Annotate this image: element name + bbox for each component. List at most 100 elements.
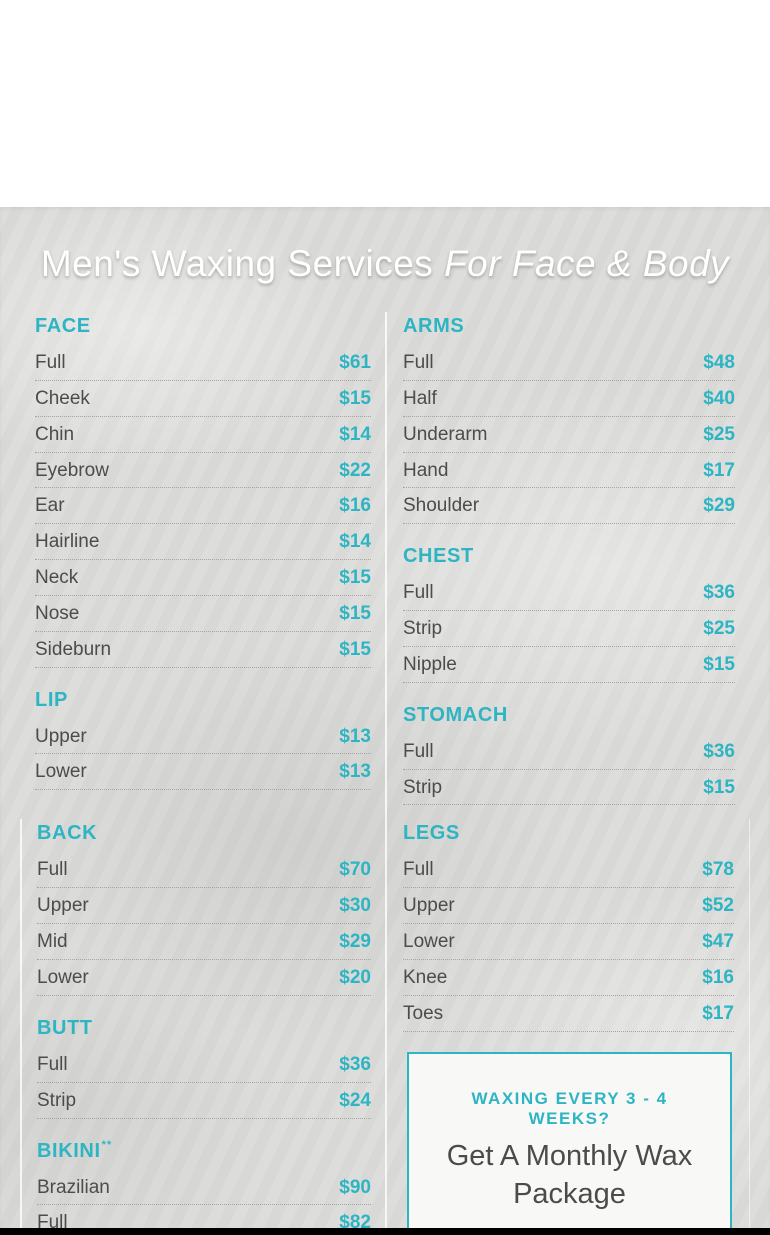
item-name: Strip bbox=[37, 1089, 77, 1111]
item-price: $24 bbox=[339, 1089, 371, 1111]
price-row: Full $70 bbox=[37, 852, 371, 889]
item-name: Upper bbox=[403, 895, 455, 917]
item-name: Toes bbox=[403, 1002, 444, 1024]
price-row: Strip $24 bbox=[37, 1083, 371, 1119]
menu-column-bottom-left: BACK Full $70 Upper $30 Mid $29 Lower $20 BUTT Ful… bbox=[20, 819, 385, 1235]
menu-row-bottom: BACK Full $70 Upper $30 Mid $29 Lower $20 BUTT Ful… bbox=[20, 819, 750, 1235]
price-row: Neck $15 bbox=[35, 560, 371, 596]
menu-section: LEGS Full $78 Upper $52 Lower $47 Knee $16 Toes $1… bbox=[403, 821, 734, 1032]
price-row: Underarm $25 bbox=[403, 417, 735, 453]
item-price: $15 bbox=[339, 387, 371, 409]
item-name: Lower bbox=[403, 931, 455, 953]
item-name: Cheek bbox=[35, 387, 90, 409]
section-title: LEGS bbox=[403, 822, 460, 845]
item-name: Nose bbox=[35, 602, 80, 624]
promo-eyebrow-text: WAXING EVERY 3 - 4 WEEKS? bbox=[471, 1088, 668, 1129]
menu-section: FACE Full $61 Cheek $15 Chin $14 Eyebrow $22 Ear $… bbox=[35, 314, 371, 668]
menu-column-bottom-right: LEGS Full $78 Upper $52 Lower $47 Knee $16 Toes $1… bbox=[385, 819, 750, 1235]
price-menu: FACE Full $61 Cheek $15 Chin $14 Eyebrow $22 Ear $… bbox=[20, 312, 750, 1235]
menu-section: BACK Full $70 Upper $30 Mid $29 Lower $20 bbox=[37, 821, 371, 996]
item-price: $29 bbox=[339, 931, 371, 953]
item-name: Brazilian bbox=[37, 1176, 110, 1198]
price-row: Lower $20 bbox=[37, 960, 371, 996]
item-price: $22 bbox=[339, 459, 371, 481]
price-row: Upper $52 bbox=[403, 888, 734, 925]
item-name: Lower bbox=[35, 761, 87, 783]
price-row: Upper $13 bbox=[35, 719, 371, 755]
item-name: Full bbox=[37, 859, 68, 881]
item-price: $17 bbox=[702, 1002, 734, 1024]
price-row: Full $36 bbox=[37, 1047, 371, 1083]
price-row: Full $48 bbox=[403, 345, 735, 381]
page-title-regular: Men's Waxing Services bbox=[40, 243, 434, 284]
item-name: Knee bbox=[403, 966, 448, 988]
price-row: Cheek $15 bbox=[35, 381, 371, 417]
item-price: $13 bbox=[339, 725, 371, 747]
section-title: BUTT bbox=[37, 1016, 93, 1039]
item-name: Full bbox=[403, 352, 434, 373]
item-name: Half bbox=[403, 387, 437, 409]
price-row: Nipple $15 bbox=[403, 647, 735, 683]
item-price: $48 bbox=[703, 352, 735, 373]
price-row: Hand $17 bbox=[403, 453, 735, 489]
item-price: $17 bbox=[703, 459, 735, 481]
page-title: Men's Waxing Services For Face & Body bbox=[0, 207, 770, 285]
price-row: Full $78 bbox=[403, 852, 734, 889]
price-row: Knee $16 bbox=[403, 960, 734, 996]
price-row: Lower $13 bbox=[35, 754, 371, 791]
price-row: Full $36 bbox=[403, 575, 735, 612]
promo-heading: Get A Monthly Wax Package bbox=[446, 1140, 693, 1211]
item-name: Upper bbox=[35, 725, 87, 747]
item-price: $15 bbox=[339, 638, 371, 660]
page-title-italic: For Face & Body bbox=[444, 243, 730, 284]
item-price: $14 bbox=[339, 423, 371, 445]
menu-column-top-left: FACE Full $61 Cheek $15 Chin $14 Eyebrow $22 Ear $… bbox=[20, 312, 385, 819]
item-price: $25 bbox=[703, 618, 735, 640]
item-name: Hairline bbox=[35, 531, 100, 553]
item-name: Sideburn bbox=[35, 638, 112, 660]
item-price: $29 bbox=[703, 495, 735, 517]
price-row: Eyebrow $22 bbox=[35, 453, 371, 489]
price-row: Ear $16 bbox=[35, 488, 371, 525]
item-price: $15 bbox=[703, 776, 735, 798]
price-row: Lower $47 bbox=[403, 924, 734, 960]
section-title: ARMS bbox=[403, 315, 465, 337]
item-price: $90 bbox=[339, 1176, 371, 1198]
price-row: Shoulder $29 bbox=[403, 488, 735, 525]
price-row: Strip $25 bbox=[403, 611, 735, 647]
item-name: Nipple bbox=[403, 653, 457, 675]
item-price: $70 bbox=[339, 859, 371, 881]
item-name: Shoulder bbox=[403, 495, 480, 517]
item-name: Full bbox=[403, 582, 434, 604]
section-title: BIKINI** bbox=[37, 1138, 113, 1162]
price-row: Full $61 bbox=[35, 345, 371, 381]
price-row: Sideburn $15 bbox=[35, 632, 371, 668]
item-price: $20 bbox=[339, 966, 371, 988]
price-row: Chin $14 bbox=[35, 417, 371, 453]
item-name: Mid bbox=[37, 931, 68, 953]
bottom-black-bar bbox=[0, 1228, 770, 1235]
price-row: Strip $15 bbox=[403, 770, 735, 806]
item-price: $36 bbox=[703, 740, 735, 762]
item-price: $36 bbox=[703, 582, 735, 604]
price-row: Brazilian $90 bbox=[37, 1170, 371, 1206]
item-name: Underarm bbox=[403, 423, 488, 445]
item-name: Eyebrow bbox=[35, 459, 109, 481]
section-title: BACK bbox=[37, 822, 98, 845]
item-price: $16 bbox=[702, 966, 734, 988]
item-price: $14 bbox=[339, 531, 371, 553]
item-name: Neck bbox=[35, 567, 79, 589]
price-row: Half $40 bbox=[403, 381, 735, 417]
price-row: Full $36 bbox=[403, 734, 735, 770]
item-price: $36 bbox=[339, 1053, 371, 1075]
item-price: $13 bbox=[339, 761, 371, 783]
item-price: $15 bbox=[339, 602, 371, 624]
item-name: Lower bbox=[37, 966, 89, 988]
item-name: Full bbox=[35, 352, 66, 373]
price-row: Hairline $14 bbox=[35, 524, 371, 561]
item-price: $15 bbox=[339, 567, 371, 589]
menu-section: CHEST Full $36 Strip $25 Nipple $15 bbox=[403, 544, 735, 683]
item-price: $15 bbox=[703, 653, 735, 675]
item-name: Full bbox=[403, 740, 434, 762]
